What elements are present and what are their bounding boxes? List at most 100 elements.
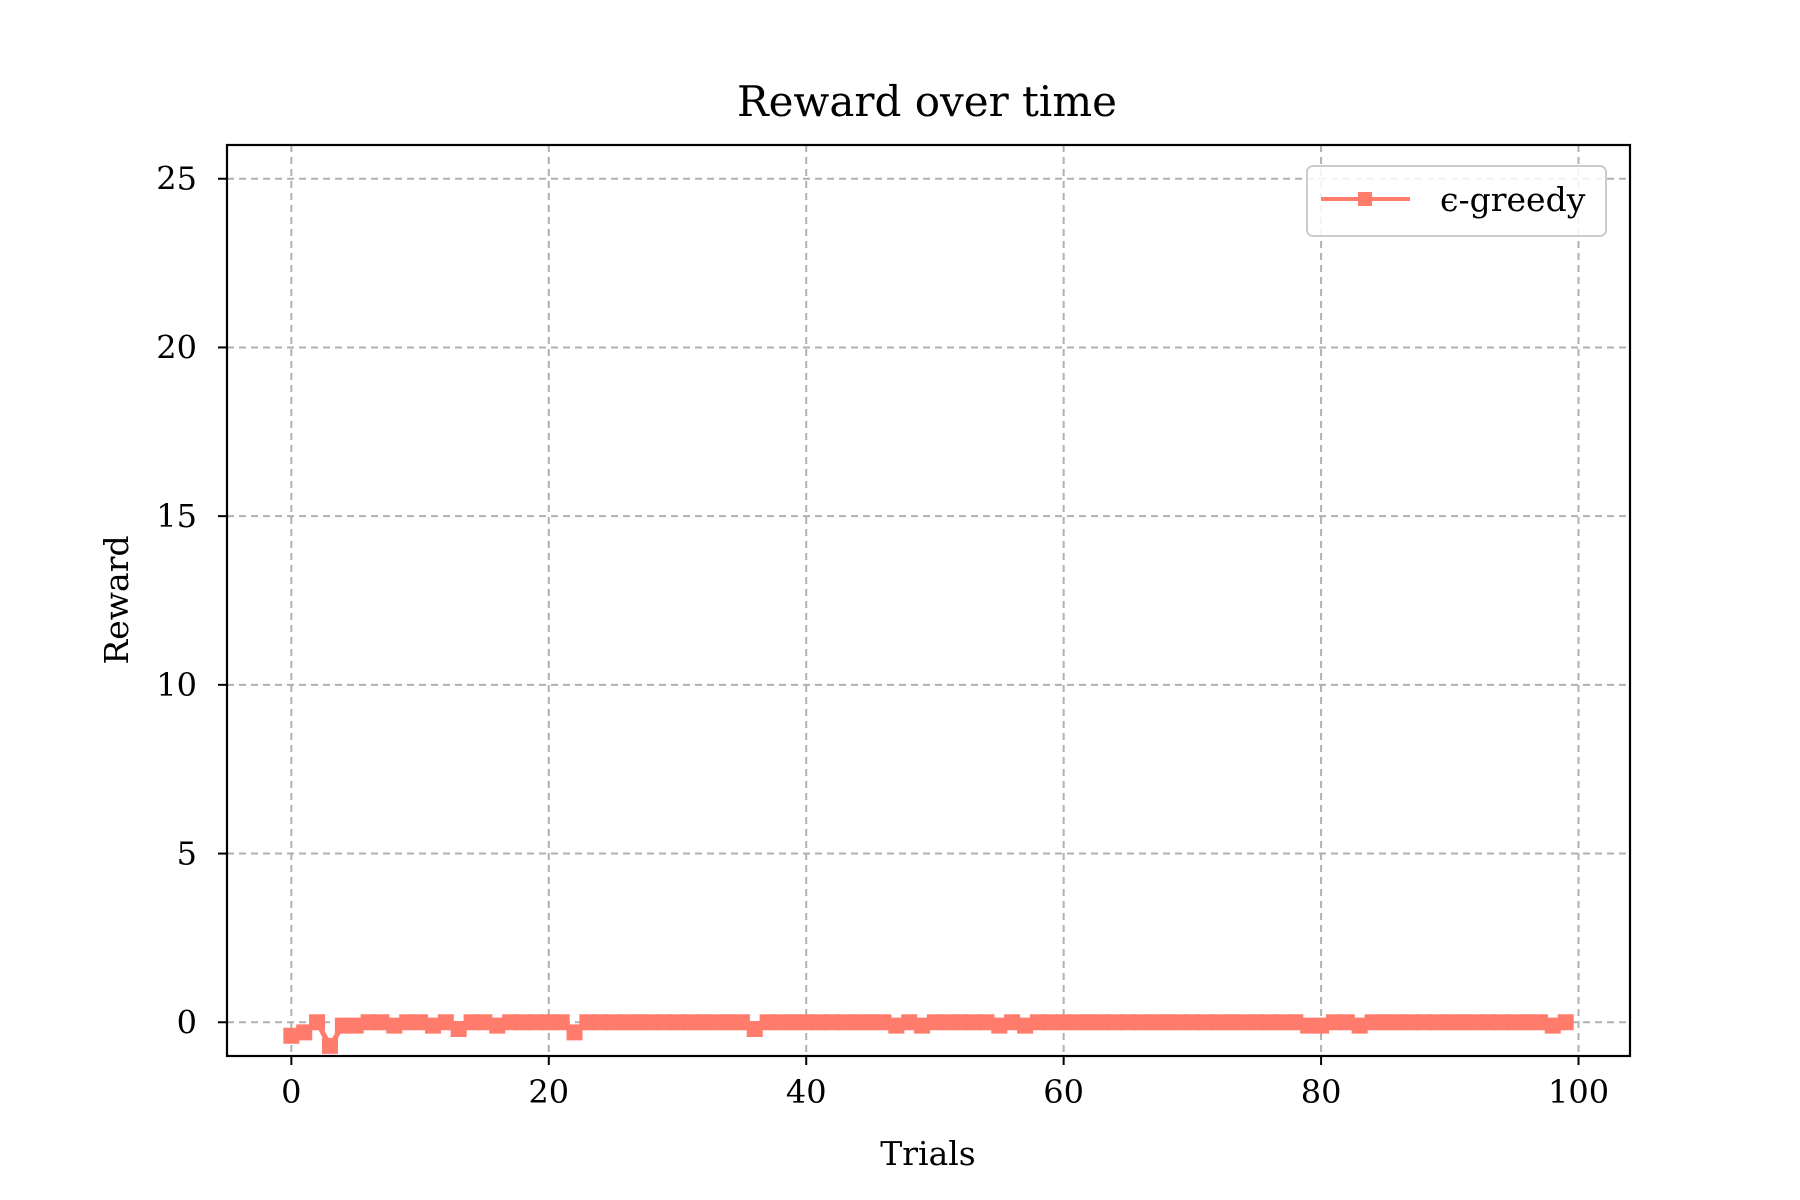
data-point [540, 1014, 557, 1031]
y-tick-label: 20 [156, 328, 197, 366]
data-point [1107, 1014, 1124, 1031]
data-point [682, 1014, 699, 1031]
data-point [1557, 1014, 1574, 1031]
data-point [772, 1014, 789, 1031]
grid-lines [227, 145, 1630, 1056]
axis-ticks: 0 20 40 60 80 100 0 5 10 15 20 25 [156, 160, 1609, 1111]
data-point [321, 1037, 338, 1054]
data-point [424, 1017, 441, 1034]
data-point [1055, 1014, 1072, 1031]
data-point [618, 1014, 635, 1031]
data-point [1544, 1017, 1561, 1034]
data-point [1184, 1014, 1201, 1031]
data-point [952, 1014, 969, 1031]
data-point [720, 1014, 737, 1031]
data-point [1210, 1014, 1227, 1031]
data-point [1519, 1014, 1536, 1031]
data-point [309, 1014, 326, 1031]
data-point [579, 1014, 596, 1031]
data-point [1377, 1014, 1394, 1031]
data-point [450, 1021, 467, 1038]
data-point [1338, 1014, 1355, 1031]
data-point [939, 1014, 956, 1031]
plot-frame [225, 143, 1632, 1058]
y-tick-label: 25 [156, 160, 197, 198]
data-point [630, 1014, 647, 1031]
data-point [1068, 1014, 1085, 1031]
data-point [502, 1014, 519, 1031]
data-point [1261, 1014, 1278, 1031]
data-point [1158, 1014, 1175, 1031]
data-point [360, 1014, 377, 1031]
data-point [823, 1014, 840, 1031]
y-tick-label: 0 [177, 1003, 197, 1041]
data-point [1145, 1014, 1162, 1031]
data-point [592, 1014, 609, 1031]
data-point [733, 1014, 750, 1031]
data-point [296, 1024, 313, 1041]
data-point [373, 1014, 390, 1031]
data-point [1403, 1014, 1420, 1031]
data-point [412, 1014, 429, 1031]
data-point [1364, 1014, 1381, 1031]
data-point [1287, 1014, 1304, 1031]
data-point [1506, 1014, 1523, 1031]
data-point [1004, 1014, 1021, 1031]
x-axis-label: Trials [880, 1134, 976, 1173]
data-point [643, 1014, 660, 1031]
series-layer [283, 1014, 1574, 1054]
data-point [1222, 1014, 1239, 1031]
x-tick-label: 20 [528, 1073, 569, 1111]
data-point [862, 1014, 879, 1031]
data-point [1197, 1014, 1214, 1031]
x-tick-label: 40 [786, 1073, 827, 1111]
data-point [888, 1017, 905, 1034]
data-point [1325, 1014, 1342, 1031]
data-point [914, 1017, 931, 1034]
data-point [901, 1014, 918, 1031]
data-point [1017, 1017, 1034, 1034]
x-tick-label: 60 [1043, 1073, 1084, 1111]
data-point [836, 1014, 853, 1031]
data-point [965, 1014, 982, 1031]
data-point [785, 1014, 802, 1031]
data-point [527, 1014, 544, 1031]
data-point [1029, 1014, 1046, 1031]
data-point [463, 1014, 480, 1031]
data-point [437, 1014, 454, 1031]
data-point [1081, 1014, 1098, 1031]
data-point [489, 1017, 506, 1034]
x-tick-label: 100 [1548, 1073, 1609, 1111]
data-point [1493, 1014, 1510, 1031]
data-point [695, 1014, 712, 1031]
data-point [386, 1017, 403, 1034]
data-point [1454, 1014, 1471, 1031]
data-point [1094, 1014, 1111, 1031]
y-tick-label: 15 [156, 497, 197, 535]
data-point [1428, 1014, 1445, 1031]
x-tick-label: 80 [1301, 1073, 1342, 1111]
data-point [1313, 1017, 1330, 1034]
data-point [399, 1014, 416, 1031]
data-point [746, 1021, 763, 1038]
data-point [476, 1014, 493, 1031]
y-tick-label: 10 [156, 666, 197, 704]
chart-title: Reward over time [737, 77, 1117, 126]
data-point [334, 1017, 351, 1034]
data-point [926, 1014, 943, 1031]
legend-label: ϵ-greedy [1440, 180, 1586, 219]
data-point [875, 1014, 892, 1031]
data-point [1480, 1014, 1497, 1031]
data-point [515, 1014, 532, 1031]
data-point [1274, 1014, 1291, 1031]
data-point [1132, 1014, 1149, 1031]
data-point [811, 1014, 828, 1031]
data-point [1351, 1017, 1368, 1034]
data-point [283, 1027, 300, 1044]
data-point [708, 1014, 725, 1031]
data-point [991, 1017, 1008, 1034]
legend-box [1306, 165, 1607, 237]
data-point [1120, 1014, 1137, 1031]
data-point [1390, 1014, 1407, 1031]
